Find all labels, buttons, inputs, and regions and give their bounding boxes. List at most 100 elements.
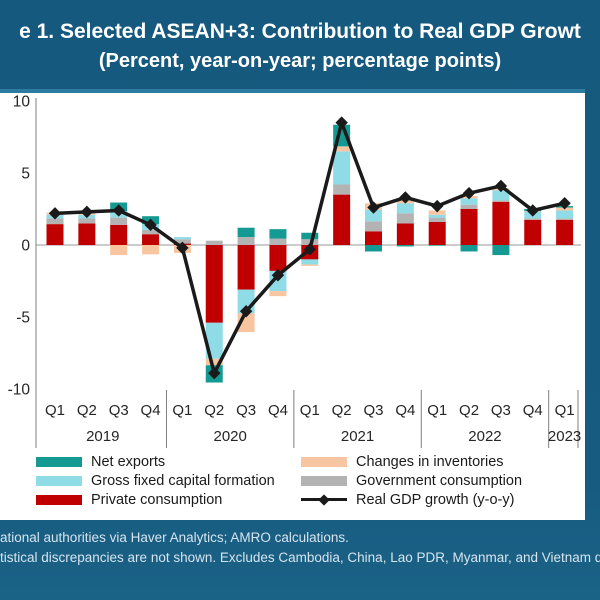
bar-segment bbox=[428, 245, 446, 246]
gdp-combo-chart: 10 5 0 -5 -10 Q1 Q2 Q3 Q4 Q1 Q2 Q3 Q4 Q1 Q2 Q3 Q4 Q1 Q2 Q3 Q… bbox=[8, 94, 581, 448]
bar-segment bbox=[396, 203, 414, 214]
bar-segment bbox=[492, 245, 510, 256]
quarter-label: Q2 bbox=[459, 402, 479, 419]
legend-diamond-marker-icon bbox=[318, 493, 330, 506]
gdp-growth-marker bbox=[144, 218, 157, 232]
legend-label: Changes in inventories bbox=[356, 453, 504, 470]
note-line: tistical discrepancies are not shown. Ex… bbox=[0, 550, 600, 565]
bar-segment bbox=[460, 204, 478, 209]
bar-segment bbox=[524, 218, 542, 220]
bar-segment bbox=[301, 259, 319, 265]
bar-segment bbox=[46, 224, 64, 245]
gdp-growth-marker bbox=[112, 204, 125, 217]
legend-color-swatch bbox=[36, 494, 82, 505]
y-tick-label: -10 bbox=[8, 382, 31, 399]
quarter-label: Q1 bbox=[45, 402, 65, 419]
legend-color-swatch bbox=[36, 475, 82, 486]
bar-segment bbox=[460, 198, 478, 205]
legend-item: Government consumption bbox=[301, 471, 581, 490]
year-label: 2023 bbox=[548, 428, 581, 445]
bar-segment bbox=[428, 217, 446, 222]
bar-segment bbox=[556, 218, 574, 220]
year-label: 2021 bbox=[341, 428, 374, 445]
bar-segment bbox=[142, 245, 160, 255]
quarter-label: Q1 bbox=[555, 402, 575, 419]
bar-segment bbox=[492, 190, 510, 201]
year-label: 2022 bbox=[468, 428, 501, 445]
chart-legend: Net exports Gross fixed capital formation… bbox=[36, 452, 581, 509]
gdp-growth-marker bbox=[431, 199, 444, 213]
y-tick-label: 5 bbox=[21, 166, 30, 183]
legend-label: Private consumption bbox=[91, 491, 223, 508]
bar-segment bbox=[365, 231, 382, 245]
bar-segment bbox=[301, 232, 319, 240]
legend-label: Net exports bbox=[91, 453, 166, 470]
quarter-label: Q1 bbox=[427, 402, 447, 419]
bar-segment bbox=[173, 237, 191, 240]
chart-title-block: e 1. Selected ASEAN+3: Contribution to R… bbox=[0, 0, 600, 90]
bar-segment bbox=[237, 245, 255, 290]
chart-panel: 10 5 0 -5 -10 Q1 Q2 Q3 Q4 Q1 Q2 Q3 Q4 Q1 Q2 Q3 Q4 Q1 Q2 Q3 Q… bbox=[0, 93, 585, 520]
bar-segment bbox=[301, 239, 319, 245]
bar-segment bbox=[205, 245, 223, 323]
source-line: ational authorities via Haver Analytics;… bbox=[0, 530, 349, 545]
gdp-growth-marker bbox=[399, 191, 412, 204]
year-label: 2020 bbox=[213, 428, 246, 445]
legend-item: Real GDP growth (y-o-y) bbox=[301, 490, 581, 509]
legend-label: Government consumption bbox=[356, 472, 523, 489]
bar-segment bbox=[205, 358, 223, 366]
gdp-growth-marker bbox=[335, 116, 348, 129]
bar-segment bbox=[556, 219, 574, 245]
legend-label: Gross fixed capital formation bbox=[91, 472, 275, 489]
gdp-growth-marker bbox=[176, 241, 189, 255]
quarter-label: Q2 bbox=[332, 402, 352, 419]
bar-segment bbox=[205, 240, 223, 245]
quarter-label: Q2 bbox=[77, 402, 97, 419]
bar-segment bbox=[237, 227, 255, 238]
y-tick-label: 0 bbox=[21, 238, 30, 255]
legend-line-swatch bbox=[301, 493, 347, 506]
chart-subtitle: (Percent, year-on-year; percentage point… bbox=[98, 50, 502, 72]
bar-segment bbox=[269, 229, 287, 239]
bar-segment bbox=[460, 209, 478, 245]
legend-label: Real GDP growth (y-o-y) bbox=[356, 491, 515, 508]
bar-segment bbox=[237, 237, 255, 245]
bar-segment bbox=[365, 209, 382, 222]
year-label: 2019 bbox=[86, 428, 119, 445]
quarter-label: Q3 bbox=[363, 402, 383, 419]
bar-segment bbox=[396, 213, 414, 224]
legend-item: Private consumption bbox=[36, 490, 301, 509]
legend-item: Changes in inventories bbox=[301, 452, 581, 471]
bar-segment bbox=[173, 239, 191, 244]
quarter-label: Q3 bbox=[491, 402, 511, 419]
bar-segment bbox=[556, 210, 574, 219]
bar-segment bbox=[333, 194, 351, 245]
quarter-label: Q1 bbox=[172, 402, 192, 419]
gdp-growth-marker bbox=[367, 201, 380, 214]
bar-segment bbox=[524, 219, 542, 245]
source-note: ational authorities via Haver Analytics;… bbox=[0, 528, 600, 568]
bar-segment bbox=[78, 223, 96, 245]
gdp-growth-marker bbox=[462, 186, 476, 200]
legend-color-swatch bbox=[301, 475, 347, 486]
bar-segment bbox=[396, 245, 414, 247]
quarter-label: Q1 bbox=[300, 402, 320, 419]
quarter-label: Q4 bbox=[523, 402, 543, 419]
gdp-growth-marker bbox=[48, 207, 62, 220]
bar-segment bbox=[142, 229, 160, 235]
bar-segment bbox=[46, 218, 64, 225]
bar-segment bbox=[365, 221, 382, 232]
bar-segment bbox=[142, 234, 160, 245]
bar-segment bbox=[110, 224, 128, 245]
gdp-growth-marker bbox=[558, 197, 571, 210]
y-tick-label: -5 bbox=[16, 310, 30, 327]
bar-segment bbox=[492, 201, 510, 245]
quarter-label: Q4 bbox=[268, 402, 288, 419]
legend-color-swatch bbox=[301, 456, 347, 467]
bar-segment bbox=[492, 200, 510, 202]
gdp-growth-marker bbox=[239, 305, 253, 318]
bar-segment bbox=[365, 245, 382, 252]
bar-segment bbox=[110, 217, 128, 225]
y-tick-label: 10 bbox=[13, 94, 31, 111]
